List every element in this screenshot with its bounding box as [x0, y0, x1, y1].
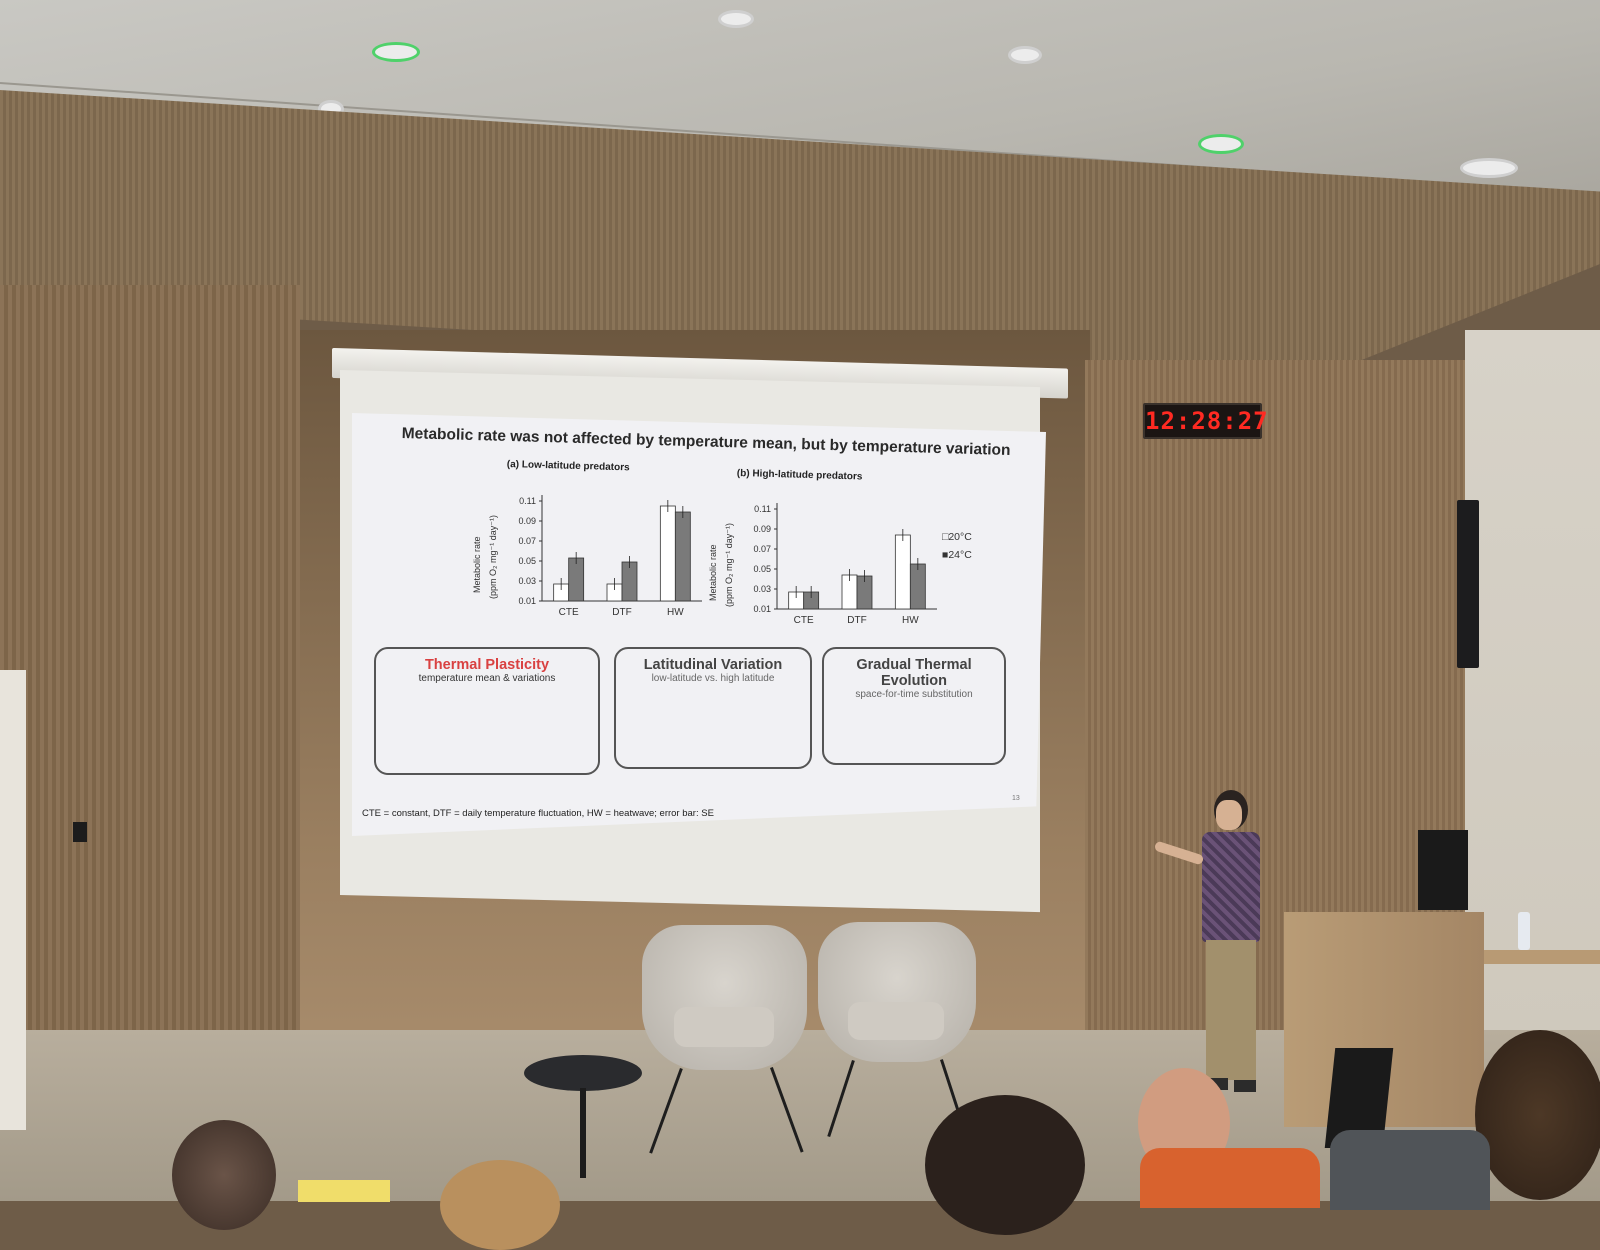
panel-a-title: (a) Low-latitude predators [506, 459, 630, 474]
y-tick-label: 0.11 [519, 496, 536, 506]
box-subtitle: temperature mean & variations [418, 673, 556, 684]
panel-a-ylabel: Metabolic rate [472, 536, 482, 593]
audience-head [172, 1120, 276, 1230]
box-title: Latitudinal Variation [643, 657, 783, 673]
box-title: Thermal Plasticity [424, 657, 550, 673]
y-tick-label: 0.11 [754, 504, 771, 514]
audience-chair [1330, 1130, 1490, 1210]
slide-title: Metabolic rate was not affected by tempe… [401, 425, 1011, 459]
x-tick-label: HW [667, 607, 684, 618]
presenter-face [1216, 800, 1242, 830]
side-table-round [524, 1055, 642, 1091]
y-tick-label: 0.05 [753, 564, 771, 574]
ceiling-light [1008, 46, 1042, 64]
y-tick-label: 0.07 [753, 544, 771, 554]
presenter-pants [1206, 940, 1256, 1080]
water-bottle [1518, 912, 1530, 950]
y-tick-label: 0.05 [518, 556, 536, 566]
door[interactable] [0, 670, 26, 1130]
digital-clock: 12:28:27 [1143, 403, 1268, 439]
y-tick-label: 0.01 [518, 596, 536, 606]
chair-seat [674, 1007, 774, 1047]
side-table [1484, 950, 1600, 964]
wall-switch [73, 822, 87, 842]
x-tick-label: DTF [847, 615, 866, 626]
x-tick-label: CTE [794, 615, 814, 626]
far-right-wall [1465, 330, 1600, 1030]
panel-b-yunits: (ppm O₂ mg⁻¹ day⁻¹) [724, 522, 734, 607]
audience-head [440, 1160, 560, 1250]
audience-head [925, 1095, 1085, 1235]
concept-box-thermal-plasticity: Thermal Plasticity temperature mean & va… [374, 647, 600, 775]
left-wood-wall [0, 285, 300, 1125]
box-title: Gradual Thermal Evolution [856, 657, 972, 689]
concept-box-latitudinal-variation: Latitudinal Variation low-latitude vs. h… [614, 647, 812, 769]
bar-20°C [659, 505, 676, 602]
panel-a-plot: 0.01 0.03 0.05 0.07 0.09 0.11 CTE DTF HW [518, 495, 702, 618]
ceiling-light [1460, 158, 1518, 178]
presenter-shirt [1202, 832, 1260, 942]
legend: □20°C ■24°C [942, 531, 972, 561]
ceiling-light [372, 42, 420, 62]
audience-chair [1140, 1148, 1320, 1208]
legend-item-20c: □20°C [942, 531, 972, 543]
presentation-slide: Metabolic rate was not affected by tempe… [352, 413, 1046, 836]
y-tick-label: 0.03 [753, 584, 771, 594]
presenter [1153, 790, 1274, 1120]
x-tick-label: HW [902, 615, 919, 626]
panel-a-yunits: (ppm O₂ mg⁻¹ day⁻¹) [488, 514, 498, 599]
y-tick-label: 0.03 [518, 576, 536, 586]
audience-head [1475, 1030, 1600, 1200]
notepad [298, 1180, 390, 1202]
concept-box-gradual-thermal-evolution: Gradual Thermal Evolution space-for-time… [822, 647, 1006, 765]
panel-b-chart: 0.01 0.03 0.05 0.07 0.09 0.11 CTE DTF HW [753, 503, 937, 626]
podium-monitor [1418, 830, 1468, 910]
slide-footnote: CTE = constant, DTF = daily temperature … [362, 808, 714, 819]
bar-24°C [568, 557, 585, 602]
ceiling-light [718, 10, 754, 28]
x-tick-label: CTE [559, 607, 579, 618]
panel-b-plot: 0.01 0.03 0.05 0.07 0.09 0.11 CTE DTF HW [753, 503, 937, 626]
presenter-shoe [1234, 1080, 1256, 1092]
panel-a-chart: 0.01 0.03 0.05 0.07 0.09 0.11 CTE DTF HW [518, 495, 702, 618]
lounge-chair [642, 925, 807, 1070]
slide-page-number: 13 [1012, 795, 1020, 802]
box-subtitle: space-for-time substitution [855, 689, 973, 700]
y-tick-label: 0.01 [753, 604, 771, 614]
bar-24°C [909, 563, 926, 610]
y-tick-label: 0.09 [753, 524, 771, 534]
lounge-chair [818, 922, 976, 1062]
bar-24°C [674, 511, 691, 602]
ceiling-light [1198, 134, 1244, 154]
y-tick-label: 0.09 [518, 516, 536, 526]
panel-b-ylabel: Metabolic rate [708, 544, 718, 601]
table-leg [580, 1088, 586, 1178]
chair-seat [848, 1002, 944, 1040]
y-tick-label: 0.07 [518, 536, 536, 546]
wall-speaker [1457, 500, 1479, 668]
bar-20°C [894, 534, 911, 610]
legend-item-24c: ■24°C [942, 549, 972, 561]
box-subtitle: low-latitude vs. high latitude [651, 673, 775, 684]
x-tick-label: DTF [612, 607, 631, 618]
